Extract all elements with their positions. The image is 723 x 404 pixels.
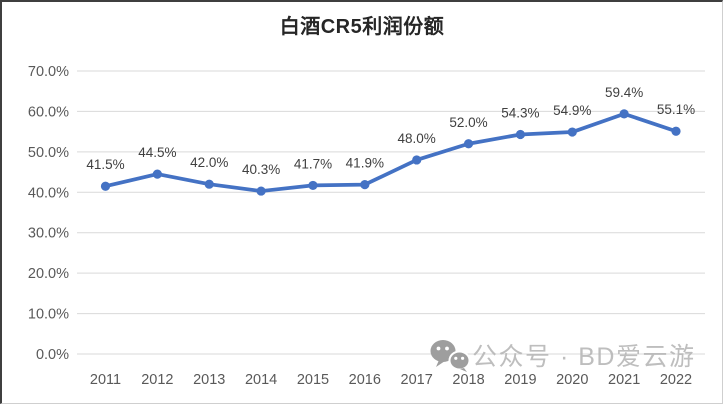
x-axis-tick-label: 2013 (193, 372, 225, 388)
y-axis-tick-label: 30.0% (28, 226, 69, 242)
data-point-label: 41.7% (294, 156, 332, 171)
data-point-marker (515, 129, 526, 140)
data-point-marker (463, 139, 474, 149)
series-line (103, 111, 678, 193)
data-point-marker (204, 179, 214, 189)
x-axis-tick-label: 2020 (556, 372, 588, 388)
y-axis-tick-label: 70.0% (28, 64, 69, 80)
data-point-marker (567, 127, 577, 137)
data-point-label: 42.0% (190, 155, 228, 170)
data-point-marker (360, 180, 370, 190)
data-point-marker (152, 169, 162, 179)
x-axis-tick-label: 2021 (608, 372, 640, 388)
y-axis-tick-label: 20.0% (28, 266, 69, 282)
x-axis-tick-label: 2022 (660, 372, 692, 388)
x-axis-tick-label: 2016 (349, 372, 381, 388)
x-axis-tick-label: 2011 (90, 372, 121, 388)
y-axis-tick-label: 60.0% (28, 104, 69, 120)
x-axis-tick-label: 2015 (297, 372, 329, 388)
x-axis-tick-label: 2018 (452, 372, 484, 388)
data-point-label: 54.9% (553, 103, 591, 118)
data-point-label: 40.3% (242, 162, 280, 177)
y-axis-tick-label: 40.0% (28, 185, 69, 201)
wechat-icon (430, 340, 471, 372)
data-point-marker (256, 186, 266, 196)
watermark: 公众号 · BD爱云游 (472, 343, 695, 371)
data-point-label: 48.0% (398, 131, 436, 146)
data-point-label: 41.5% (86, 157, 124, 172)
data-point-marker (619, 109, 629, 119)
x-axis-tick-label: 2017 (401, 372, 433, 388)
data-point-marker (671, 126, 681, 136)
x-axis-tick-label: 2014 (245, 372, 277, 388)
data-point-label: 41.9% (346, 156, 384, 171)
x-axis-tick-label: 2019 (504, 372, 536, 388)
y-axis-tick-label: 10.0% (28, 307, 69, 323)
data-point-label: 44.5% (138, 145, 176, 160)
data-point-label: 52.0% (449, 115, 487, 130)
y-axis-tick-label: 0.0% (36, 347, 69, 363)
data-point-marker (100, 181, 111, 191)
data-point-label: 54.3% (501, 105, 539, 120)
data-point-label: 59.4% (605, 85, 643, 100)
data-point-marker (412, 155, 422, 165)
watermark-text: 公众号 · BD爱云游 (472, 343, 695, 371)
x-axis-tick-label: 2012 (141, 372, 173, 388)
data-point-marker (308, 180, 318, 191)
chart-title: 白酒CR5利润份额 (279, 16, 445, 38)
data-point-label: 55.1% (657, 102, 695, 117)
y-axis-tick-label: 50.0% (28, 145, 69, 161)
